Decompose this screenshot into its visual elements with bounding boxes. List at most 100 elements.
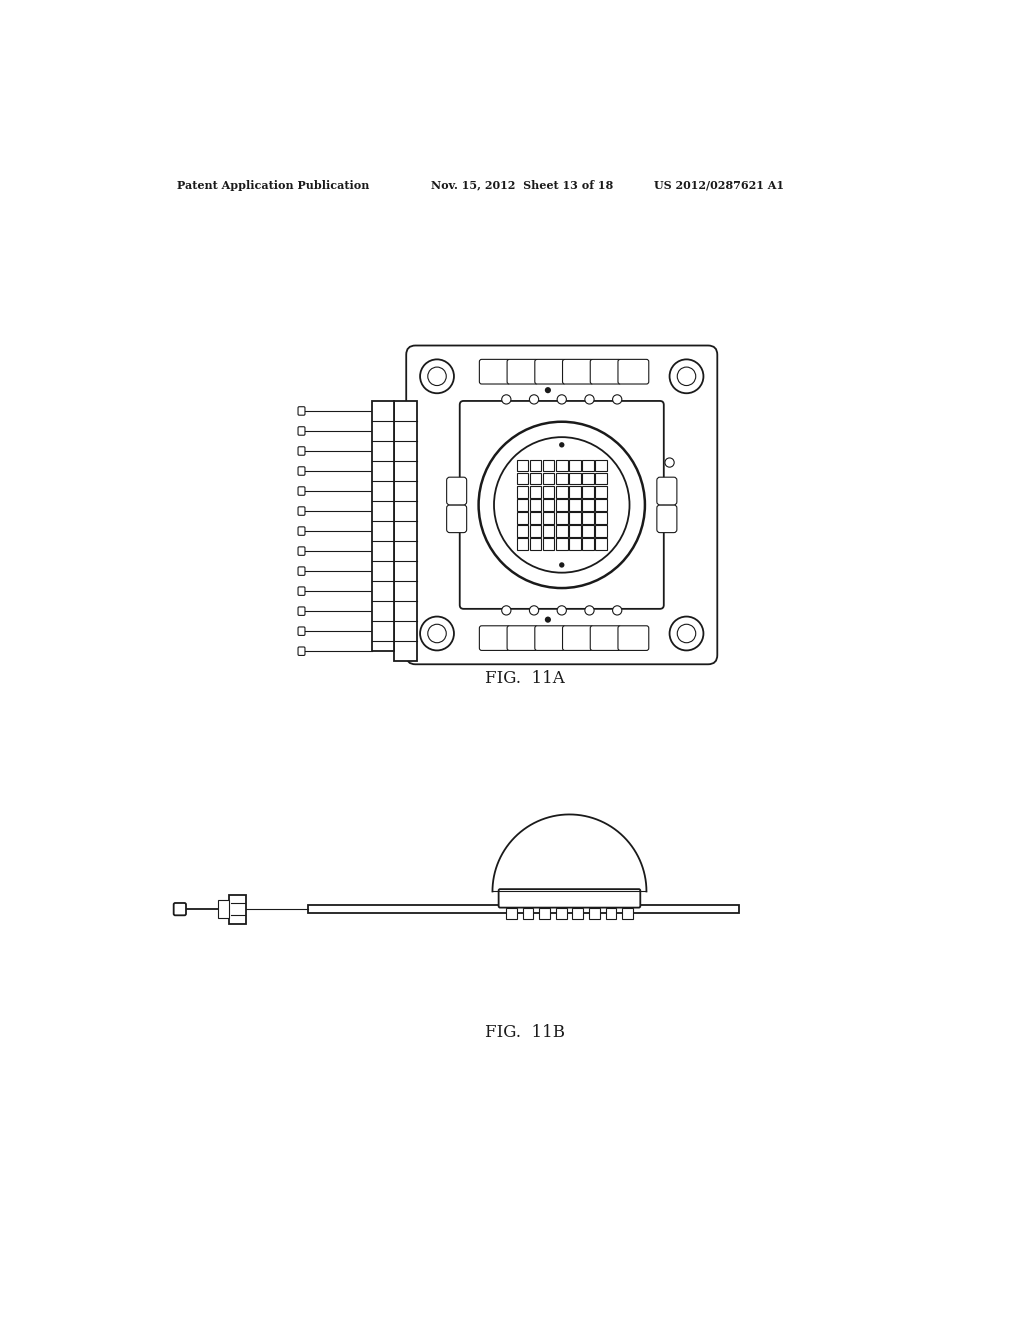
FancyBboxPatch shape xyxy=(298,426,305,436)
Bar xyxy=(569,473,581,484)
Bar xyxy=(569,512,581,524)
Bar xyxy=(583,499,594,511)
Circle shape xyxy=(677,367,695,385)
FancyBboxPatch shape xyxy=(298,587,305,595)
Circle shape xyxy=(677,624,695,643)
FancyBboxPatch shape xyxy=(535,626,565,651)
Circle shape xyxy=(478,422,645,589)
Bar xyxy=(517,539,528,550)
Circle shape xyxy=(670,616,703,651)
FancyBboxPatch shape xyxy=(298,467,305,475)
FancyBboxPatch shape xyxy=(499,890,640,908)
Bar xyxy=(543,512,554,524)
FancyBboxPatch shape xyxy=(446,506,467,533)
Text: Nov. 15, 2012  Sheet 13 of 18: Nov. 15, 2012 Sheet 13 of 18 xyxy=(431,180,613,191)
Circle shape xyxy=(557,395,566,404)
Bar xyxy=(517,473,528,484)
FancyBboxPatch shape xyxy=(590,626,621,651)
Bar xyxy=(569,539,581,550)
Circle shape xyxy=(670,359,703,393)
FancyBboxPatch shape xyxy=(562,626,593,651)
Text: US 2012/0287621 A1: US 2012/0287621 A1 xyxy=(654,180,784,191)
Bar xyxy=(543,459,554,471)
FancyBboxPatch shape xyxy=(656,506,677,533)
Circle shape xyxy=(585,395,594,404)
Bar xyxy=(569,486,581,498)
Bar xyxy=(623,908,633,919)
Bar xyxy=(543,486,554,498)
Text: Patent Application Publication: Patent Application Publication xyxy=(177,180,369,191)
FancyBboxPatch shape xyxy=(298,647,305,656)
Bar xyxy=(506,908,517,919)
Bar xyxy=(529,486,542,498)
Bar xyxy=(373,401,394,651)
FancyBboxPatch shape xyxy=(590,359,621,384)
Bar xyxy=(556,499,567,511)
Bar xyxy=(529,512,542,524)
FancyBboxPatch shape xyxy=(298,487,305,495)
Bar xyxy=(583,539,594,550)
Circle shape xyxy=(559,562,564,568)
Text: FIG.  11A: FIG. 11A xyxy=(485,669,564,686)
Bar xyxy=(605,908,616,919)
Bar xyxy=(583,525,594,537)
Circle shape xyxy=(557,606,566,615)
Bar xyxy=(583,459,594,471)
Circle shape xyxy=(545,616,551,623)
Bar xyxy=(556,486,567,498)
Bar xyxy=(529,459,542,471)
Bar xyxy=(394,401,417,661)
FancyBboxPatch shape xyxy=(174,903,186,915)
FancyBboxPatch shape xyxy=(298,607,305,615)
Bar xyxy=(595,486,607,498)
FancyBboxPatch shape xyxy=(298,627,305,635)
FancyBboxPatch shape xyxy=(298,566,305,576)
Circle shape xyxy=(585,606,594,615)
Bar xyxy=(595,459,607,471)
Circle shape xyxy=(420,359,454,393)
Circle shape xyxy=(502,395,511,404)
Bar xyxy=(583,486,594,498)
Bar xyxy=(517,459,528,471)
FancyBboxPatch shape xyxy=(656,478,677,506)
Bar xyxy=(583,473,594,484)
Bar xyxy=(595,499,607,511)
Circle shape xyxy=(420,616,454,651)
Bar xyxy=(569,525,581,537)
Bar xyxy=(522,908,534,919)
Circle shape xyxy=(665,458,674,467)
Bar xyxy=(595,525,607,537)
Bar xyxy=(218,900,229,919)
Text: FIG.  11B: FIG. 11B xyxy=(484,1024,565,1041)
Circle shape xyxy=(529,395,539,404)
FancyBboxPatch shape xyxy=(298,527,305,536)
Bar xyxy=(529,525,542,537)
FancyBboxPatch shape xyxy=(479,626,510,651)
Bar xyxy=(572,908,583,919)
Circle shape xyxy=(529,606,539,615)
Circle shape xyxy=(428,624,446,643)
FancyBboxPatch shape xyxy=(407,346,717,664)
Bar xyxy=(529,539,542,550)
FancyBboxPatch shape xyxy=(507,626,538,651)
Bar xyxy=(556,459,567,471)
Bar xyxy=(556,908,566,919)
Circle shape xyxy=(502,606,511,615)
Bar xyxy=(517,525,528,537)
Bar xyxy=(543,525,554,537)
Bar xyxy=(569,499,581,511)
Bar xyxy=(543,473,554,484)
Circle shape xyxy=(559,442,564,447)
FancyBboxPatch shape xyxy=(298,407,305,416)
Bar xyxy=(543,539,554,550)
Bar xyxy=(569,459,581,471)
FancyBboxPatch shape xyxy=(617,626,649,651)
Bar xyxy=(540,908,550,919)
Bar xyxy=(517,512,528,524)
Bar xyxy=(556,539,567,550)
Bar xyxy=(556,525,567,537)
Circle shape xyxy=(545,387,551,393)
Circle shape xyxy=(612,606,622,615)
Bar xyxy=(583,512,594,524)
FancyBboxPatch shape xyxy=(298,446,305,455)
